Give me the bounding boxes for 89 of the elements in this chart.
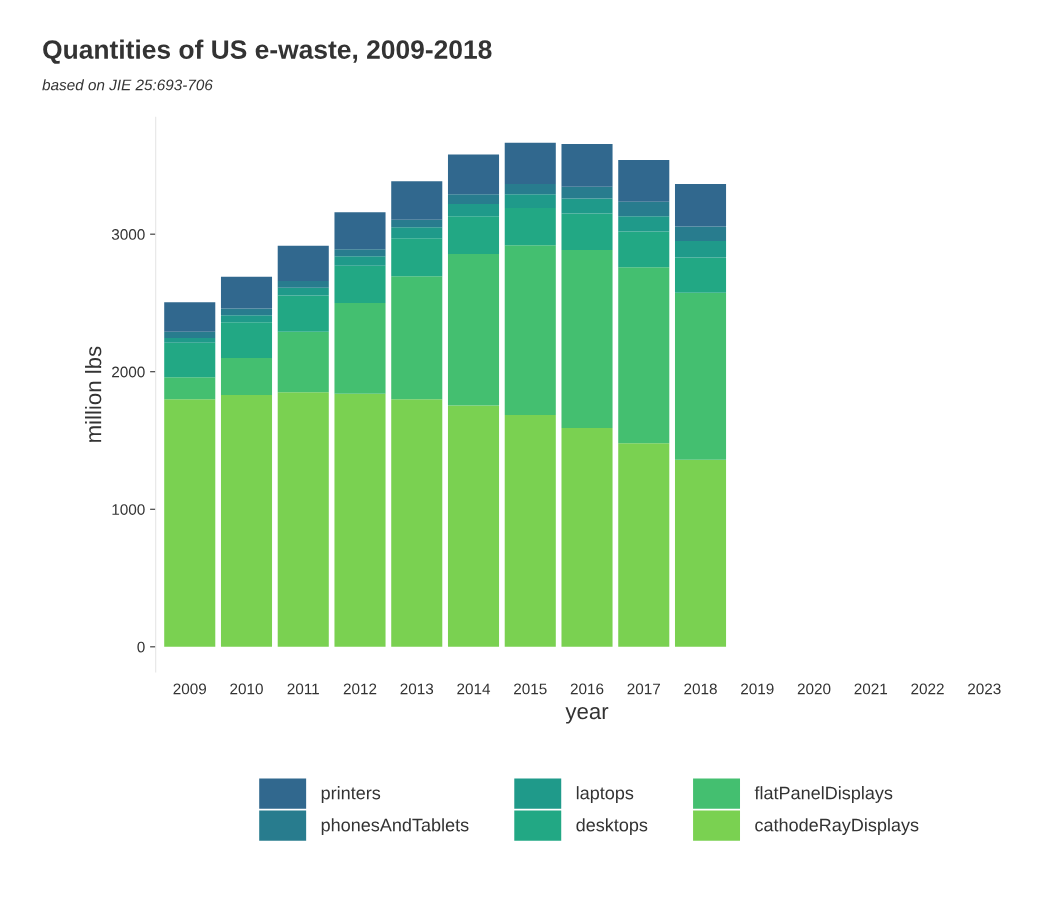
bar bbox=[277, 245, 329, 281]
bar bbox=[277, 287, 329, 296]
bar bbox=[504, 208, 556, 246]
bar bbox=[674, 226, 727, 242]
bar bbox=[504, 415, 556, 647]
legend-label: desktops bbox=[576, 818, 648, 835]
bar bbox=[618, 201, 670, 217]
bar bbox=[334, 393, 386, 647]
y-tick-label: 1000 bbox=[112, 504, 145, 515]
bar bbox=[391, 238, 443, 277]
x-tick-label: 2015 bbox=[514, 683, 547, 695]
bar bbox=[504, 245, 556, 416]
bar bbox=[277, 331, 329, 393]
bar bbox=[164, 331, 216, 339]
y-axis-title: million lbs bbox=[85, 346, 102, 442]
bar bbox=[561, 249, 613, 429]
x-tick-label: 2009 bbox=[173, 683, 207, 695]
x-tick-label: 2021 bbox=[854, 683, 888, 695]
bar bbox=[220, 357, 273, 396]
bar bbox=[277, 280, 329, 288]
bar bbox=[447, 154, 500, 195]
legend-label: flatPanelDisplays bbox=[754, 786, 893, 803]
bar bbox=[164, 342, 216, 378]
bar bbox=[220, 276, 273, 309]
x-tick-label: 2011 bbox=[287, 683, 319, 695]
bar bbox=[220, 308, 273, 316]
x-axis-title: year bbox=[565, 707, 609, 724]
bar bbox=[391, 399, 443, 647]
bar bbox=[391, 227, 443, 239]
bar bbox=[277, 392, 329, 647]
x-tick-label: 2016 bbox=[570, 683, 604, 695]
bar bbox=[220, 315, 273, 323]
y-tick-label: 0 bbox=[137, 641, 145, 653]
bar bbox=[391, 181, 443, 220]
bar bbox=[220, 322, 273, 358]
bar bbox=[164, 399, 216, 647]
bar bbox=[674, 459, 727, 647]
bar bbox=[504, 194, 556, 209]
chart-title: Quantities of US e-waste, 2009-2018 bbox=[43, 39, 492, 64]
legend-label: cathodeRayDisplays bbox=[755, 818, 919, 835]
bar bbox=[674, 183, 727, 227]
bar bbox=[618, 231, 670, 268]
bar bbox=[447, 405, 500, 647]
bar bbox=[220, 395, 273, 647]
legend-label: printers bbox=[321, 786, 381, 803]
bar bbox=[447, 194, 500, 204]
bar bbox=[561, 213, 613, 250]
bar bbox=[561, 144, 613, 187]
bar bbox=[447, 254, 500, 406]
x-tick-label: 2019 bbox=[741, 683, 774, 695]
bar bbox=[447, 216, 500, 255]
x-tick-label: 2022 bbox=[911, 683, 944, 695]
bar bbox=[504, 142, 556, 184]
bar bbox=[674, 292, 727, 460]
bar bbox=[391, 219, 443, 228]
bar bbox=[618, 443, 670, 647]
x-tick-label: 2014 bbox=[457, 683, 491, 695]
bar bbox=[674, 241, 727, 258]
x-tick-label: 2017 bbox=[627, 683, 660, 695]
bar bbox=[334, 265, 386, 303]
bar bbox=[334, 249, 386, 257]
bar bbox=[561, 428, 613, 647]
y-tick-label: 2000 bbox=[112, 366, 145, 378]
bar bbox=[334, 256, 386, 266]
bar bbox=[618, 216, 670, 232]
bar bbox=[618, 159, 670, 202]
x-tick-label: 2010 bbox=[230, 683, 263, 695]
bar bbox=[504, 183, 556, 195]
bar bbox=[447, 203, 500, 217]
legend-label: laptops bbox=[576, 786, 634, 803]
bar bbox=[164, 377, 216, 400]
bar bbox=[391, 276, 443, 400]
bar bbox=[164, 338, 216, 343]
chart-subtitle: based on JIE 25:693-706 bbox=[42, 79, 213, 91]
x-tick-label: 2018 bbox=[684, 683, 717, 695]
bar bbox=[674, 257, 727, 293]
bar bbox=[561, 198, 613, 214]
bar bbox=[277, 295, 329, 332]
bar bbox=[164, 302, 216, 332]
x-tick-label: 2013 bbox=[400, 683, 434, 695]
bar bbox=[561, 186, 613, 199]
bar bbox=[334, 302, 386, 394]
x-tick-label: 2020 bbox=[797, 683, 831, 695]
bar bbox=[334, 212, 386, 250]
legend-label: phonesAndTablets bbox=[321, 818, 469, 835]
y-tick-label: 3000 bbox=[111, 229, 145, 240]
bar bbox=[618, 267, 670, 444]
x-tick-label: 2012 bbox=[343, 683, 377, 695]
x-tick-label: 2023 bbox=[968, 683, 1001, 695]
